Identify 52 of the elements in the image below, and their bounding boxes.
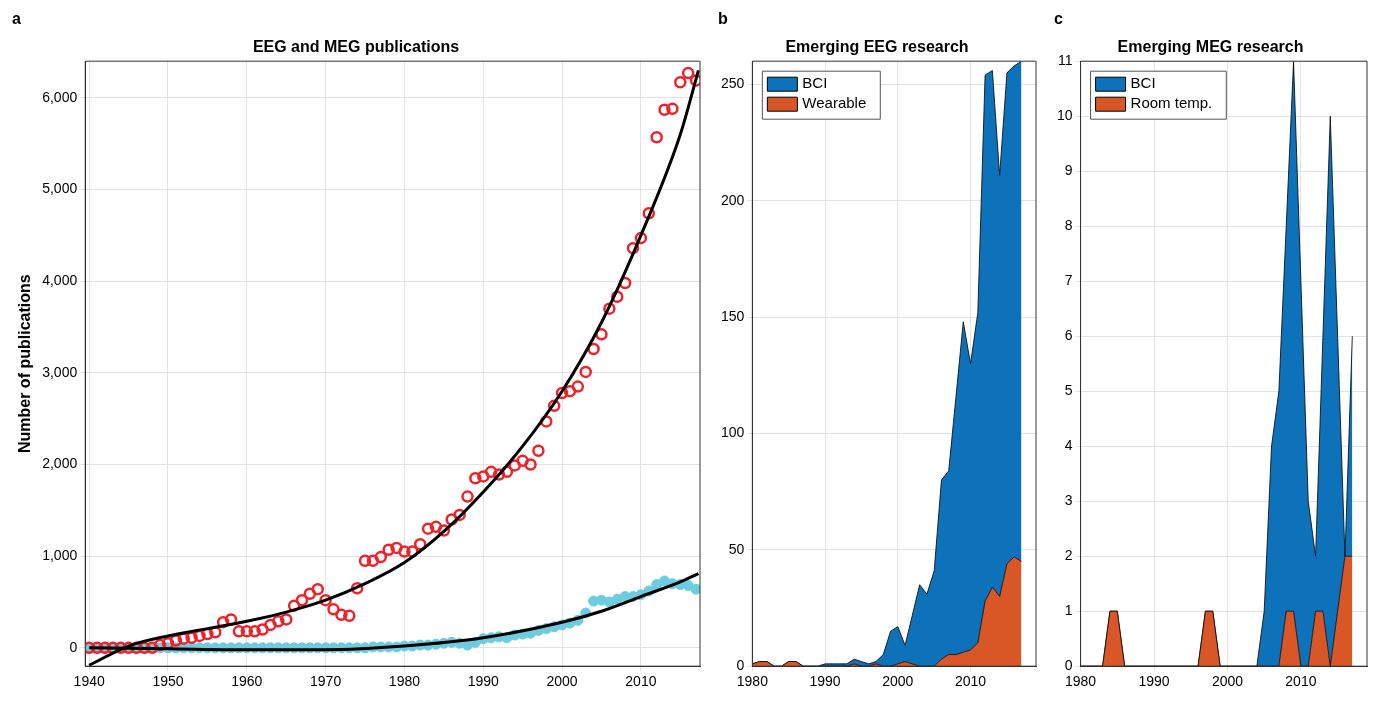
x-tick-label: 2000 [1211,673,1244,690]
y-tick-label: 4,000 [42,272,78,289]
x-tick-label: 1950 [152,673,184,690]
y-tick-label: 5,000 [42,180,78,197]
x-tick-label: 1960 [231,673,263,690]
x-tick-label: 1980 [1064,673,1097,690]
x-tick-label: 1990 [809,673,841,690]
legend-label: BCI [802,74,828,92]
x-tick-label: 2000 [546,673,578,690]
x-tick-label: 2010 [1285,673,1317,690]
chart-title: Emerging EEG research [785,38,969,56]
y-tick-label: 11 [1058,52,1073,69]
y-tick-label: 2 [1064,547,1073,564]
y-tick-label: 150 [721,308,745,325]
text: c [1054,10,1063,28]
legend-label: Room temp. [1130,94,1213,112]
y-tick-label: 4 [1064,437,1073,454]
y-tick-label: 0 [736,657,745,674]
chart-title: EEG and MEG publications [252,38,460,56]
y-tick-label: 0 [1064,657,1073,674]
y-tick-label: 5 [1064,382,1073,399]
text: b [718,10,728,28]
y-tick-label: 8 [1064,217,1073,234]
y-axis-title: Number of publications [16,274,34,454]
y-tick-label: 6 [1064,327,1073,344]
x-tick-label: 1980 [736,673,769,690]
y-tick-label: 6,000 [42,88,78,105]
y-tick-label: 1 [1064,602,1073,619]
y-tick-label: 1,000 [42,547,78,564]
legend-label: BCI [1130,74,1156,92]
x-tick-label: 2010 [625,673,657,690]
y-tick-label: 7 [1064,272,1073,289]
y-tick-label: 3,000 [42,363,78,380]
y-tick-label: 250 [721,75,745,92]
y-tick-label: 10 [1056,107,1073,124]
y-tick-label: 3 [1064,492,1073,509]
y-tick-label: 50 [728,540,745,557]
y-tick-label: 0 [69,638,78,655]
x-tick-label: 1990 [467,673,500,690]
x-tick-label: 1970 [310,673,342,690]
x-tick-label: 2000 [882,673,914,690]
y-tick-label: 200 [721,191,745,208]
x-tick-label: 1980 [388,673,421,690]
text: a [12,10,21,28]
x-tick-label: 1940 [73,673,105,690]
x-tick-label: 2010 [954,673,987,690]
y-tick-label: 100 [721,424,745,441]
legend-label: Wearable [802,94,867,112]
x-tick-label: 1990 [1138,673,1170,690]
y-tick-label: 2,000 [42,455,78,472]
y-tick-label: 9 [1064,162,1073,179]
chart-title: Emerging MEG research [1117,38,1304,56]
